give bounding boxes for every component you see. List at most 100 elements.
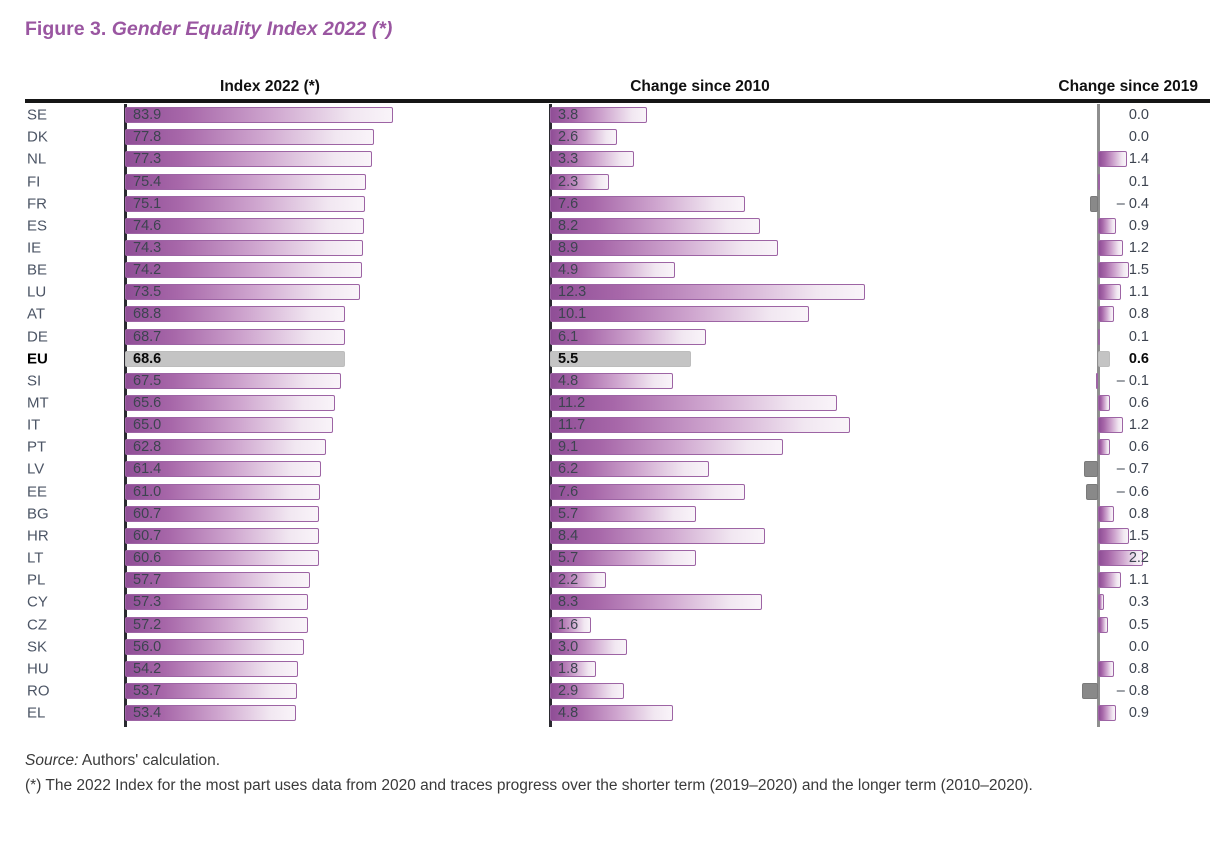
chart-row: SK 56.0 3.0 0.0 xyxy=(25,636,1210,658)
chart-row: HR 60.7 8.4 1.5 xyxy=(25,525,1210,547)
change-2010-value: 8.3 xyxy=(558,594,579,611)
index-value: 65.0 xyxy=(133,417,162,434)
chart-row: AT 68.8 10.1 0.8 xyxy=(25,303,1210,325)
index-bar xyxy=(125,395,335,411)
change-2010-bar xyxy=(550,107,648,124)
index-value: 68.6 xyxy=(133,350,162,367)
chart-row: PL 57.7 2.2 1.1 xyxy=(25,569,1210,591)
change-2019-value: 0.3 xyxy=(1128,594,1149,611)
change-2019-bar xyxy=(1095,372,1098,389)
row-label: IT xyxy=(27,416,41,434)
change-2010-bar xyxy=(550,461,709,478)
change-2019-bar xyxy=(1089,195,1098,212)
chart-row: IT 65.0 11.7 1.2 xyxy=(25,414,1210,436)
index-bar xyxy=(125,638,305,655)
change-2019-bar xyxy=(1098,306,1115,323)
index-bar xyxy=(125,550,319,567)
footnote-text: (*) The 2022 Index for the most part use… xyxy=(25,777,1033,794)
index-value: 67.5 xyxy=(133,372,162,389)
change-2019-value: 0.6 xyxy=(1128,439,1149,456)
change-2019-bar xyxy=(1098,439,1111,456)
index-bar xyxy=(125,350,345,367)
change-2010-bar xyxy=(550,195,745,212)
change-2010-bar xyxy=(550,129,617,146)
change-2019-bar xyxy=(1081,682,1098,699)
index-bar xyxy=(125,594,309,611)
index-bar xyxy=(125,372,341,389)
source-text: Authors' calculation. xyxy=(78,752,221,769)
chart-row: DE 68.7 6.1 0.1 xyxy=(25,326,1210,348)
change-2019-bar xyxy=(1098,572,1121,589)
change-2019-value: 0.6 xyxy=(1128,395,1149,411)
index-value: 77.8 xyxy=(133,129,162,146)
chart-rows-area: SE 83.9 3.8 0.0 DK 77.8 2.6 0.0 NL 77.3 3.3 1.4 FI 75… xyxy=(25,104,1210,727)
change-2019-bar xyxy=(1085,483,1098,500)
figure-footer: Source: Authors' calculation. (*) The 20… xyxy=(25,748,1190,798)
change-2019-value: 1.2 xyxy=(1128,239,1149,256)
chart-row: FR 75.1 7.6 – 0.4 xyxy=(25,193,1210,215)
row-label: MT xyxy=(27,394,49,412)
change-2010-value: 4.8 xyxy=(558,372,579,389)
index-bar xyxy=(125,505,320,522)
change-2010-axis-line xyxy=(549,104,552,727)
column-header-change-2010: Change since 2010 xyxy=(630,78,770,95)
change-2019-value: 1.5 xyxy=(1128,262,1149,279)
change-2010-value: 6.2 xyxy=(558,461,579,478)
change-2019-value: – 0.6 xyxy=(1116,483,1149,500)
change-2019-value: 0.8 xyxy=(1128,660,1149,677)
index-bar xyxy=(125,173,367,190)
chart-row: NL 77.3 3.3 1.4 xyxy=(25,148,1210,170)
row-label: LT xyxy=(27,549,44,567)
change-2010-value: 8.2 xyxy=(558,217,579,234)
row-label: EU xyxy=(27,350,48,368)
index-bar xyxy=(125,262,363,279)
change-2010-value: 5.5 xyxy=(558,350,579,367)
change-2010-value: 2.3 xyxy=(558,173,579,190)
change-2019-bar xyxy=(1098,395,1111,411)
row-label: IE xyxy=(27,239,42,257)
index-value: 65.6 xyxy=(133,395,162,411)
row-label: HU xyxy=(27,660,49,678)
index-value: 75.1 xyxy=(133,195,162,212)
change-2019-bar xyxy=(1098,284,1121,301)
row-label: SI xyxy=(27,372,42,390)
chart-row: DK 77.8 2.6 0.0 xyxy=(25,126,1210,148)
index-bar xyxy=(125,239,363,256)
figure-title: Figure 3. Gender Equality Index 2022 (*) xyxy=(25,18,392,41)
chart-row: CY 57.3 8.3 0.3 xyxy=(25,591,1210,613)
change-2019-value: 0.1 xyxy=(1128,173,1149,190)
change-2019-bar xyxy=(1098,616,1109,633)
index-bar xyxy=(125,682,297,699)
change-2010-value: 4.9 xyxy=(558,262,579,279)
change-2010-bar xyxy=(550,682,625,699)
change-2010-bar xyxy=(550,594,763,611)
change-2010-bar xyxy=(550,372,673,389)
index-value: 61.4 xyxy=(133,461,162,478)
row-label: BE xyxy=(27,261,48,279)
change-2010-value: 3.0 xyxy=(558,638,579,655)
row-label: AT xyxy=(27,305,46,323)
chart-row: PT 62.8 9.1 0.6 xyxy=(25,436,1210,458)
row-label: RO xyxy=(27,682,50,700)
change-2019-value: 0.1 xyxy=(1128,328,1149,345)
row-label: HR xyxy=(27,527,49,545)
row-label: CZ xyxy=(27,616,47,633)
column-header-index-2022: Index 2022 (*) xyxy=(220,78,320,95)
index-bar xyxy=(125,306,346,323)
row-label: FR xyxy=(27,195,47,213)
change-2019-value: – 0.7 xyxy=(1116,461,1149,478)
change-2019-bar xyxy=(1098,350,1111,367)
index-value: 68.8 xyxy=(133,306,162,323)
index-axis-line xyxy=(124,104,127,727)
change-2010-value: 5.7 xyxy=(558,550,579,567)
chart-row: CZ 57.2 1.6 0.5 xyxy=(25,613,1210,635)
change-2019-bar xyxy=(1098,262,1129,279)
chart-row: LU 73.5 12.3 1.1 xyxy=(25,281,1210,303)
change-2010-bar xyxy=(550,217,760,234)
index-value: 61.0 xyxy=(133,483,162,500)
index-value: 74.2 xyxy=(133,262,162,279)
change-2010-bar xyxy=(550,705,673,722)
chart-row: SI 67.5 4.8 – 0.1 xyxy=(25,370,1210,392)
change-2010-bar xyxy=(550,660,597,677)
row-label: PL xyxy=(27,571,46,589)
